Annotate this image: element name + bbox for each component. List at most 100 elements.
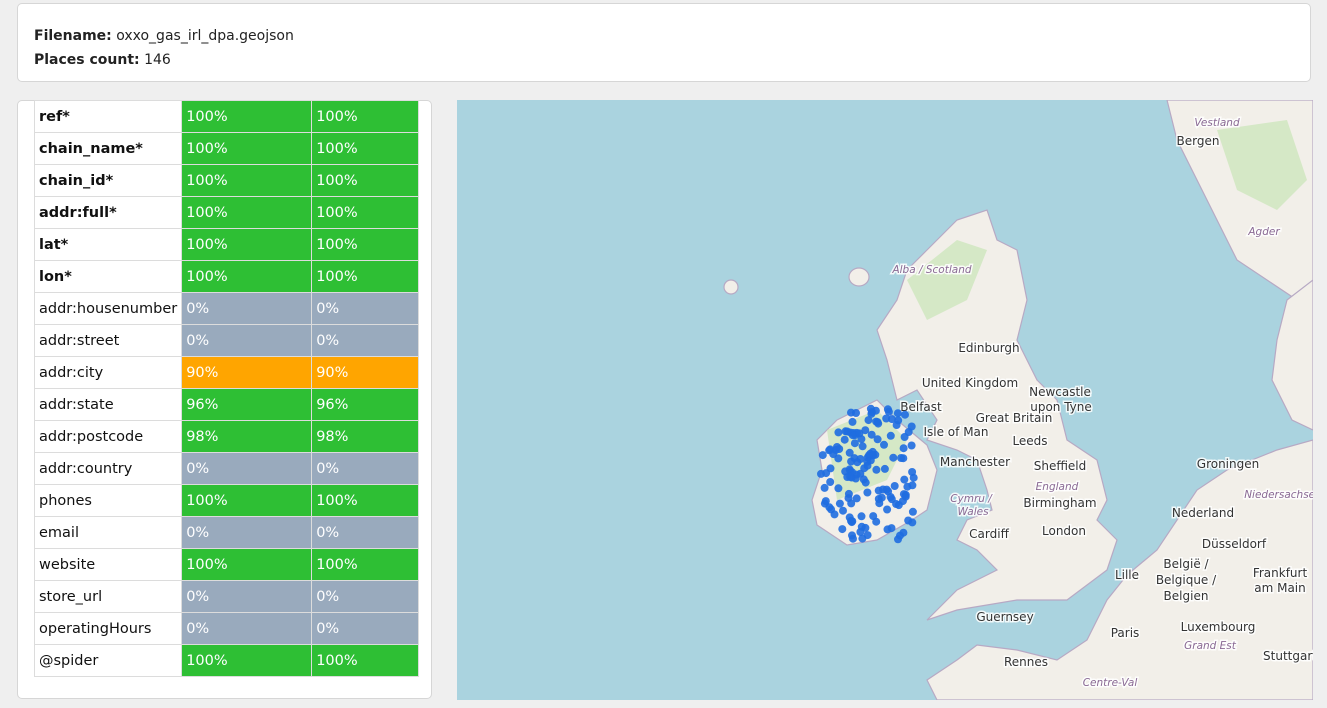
place-marker[interactable] bbox=[820, 483, 829, 492]
stats-row: ref* 100% 100% bbox=[33, 100, 420, 133]
coverage-cell: 0% bbox=[311, 452, 420, 485]
place-marker[interactable] bbox=[852, 409, 860, 417]
place-marker[interactable] bbox=[879, 485, 887, 494]
field-name: addr:housenumber bbox=[33, 292, 183, 325]
map[interactable]: Vestland Bergen Agder Alba / Scotland Edinbu… bbox=[457, 100, 1313, 700]
place-marker[interactable] bbox=[848, 417, 857, 426]
place-marker[interactable] bbox=[869, 512, 878, 521]
place-marker[interactable] bbox=[852, 494, 861, 503]
filename-line: Filename: oxxo_gas_irl_dpa.geojson bbox=[34, 24, 1294, 48]
place-marker[interactable] bbox=[884, 407, 893, 416]
field-name: lat* bbox=[33, 228, 183, 261]
map-label: Rennes bbox=[1004, 655, 1048, 669]
place-marker[interactable] bbox=[874, 419, 883, 428]
place-marker[interactable] bbox=[890, 482, 899, 490]
place-marker[interactable] bbox=[901, 492, 910, 501]
coverage-cell: 0% bbox=[311, 516, 420, 549]
field-name: lon* bbox=[33, 260, 183, 293]
map-label: Bergen bbox=[1177, 134, 1220, 148]
place-marker[interactable] bbox=[841, 467, 850, 476]
field-name: ref* bbox=[33, 100, 183, 133]
place-marker[interactable] bbox=[821, 497, 830, 506]
place-marker[interactable] bbox=[861, 478, 870, 487]
place-marker[interactable] bbox=[845, 448, 854, 457]
place-marker[interactable] bbox=[839, 506, 847, 515]
place-marker[interactable] bbox=[863, 488, 872, 497]
place-marker[interactable] bbox=[880, 440, 888, 449]
place-marker[interactable] bbox=[908, 481, 917, 490]
place-marker[interactable] bbox=[867, 430, 876, 439]
map-label: Isle of Man bbox=[923, 425, 988, 439]
place-marker[interactable] bbox=[872, 465, 881, 474]
field-name: addr:full* bbox=[33, 196, 183, 229]
place-marker[interactable] bbox=[858, 442, 867, 451]
place-marker[interactable] bbox=[826, 478, 835, 486]
place-marker[interactable] bbox=[843, 427, 852, 436]
place-marker[interactable] bbox=[899, 528, 908, 537]
place-marker[interactable] bbox=[818, 451, 827, 460]
place-marker[interactable] bbox=[901, 410, 909, 419]
place-marker[interactable] bbox=[834, 428, 843, 437]
place-marker[interactable] bbox=[838, 525, 847, 534]
place-marker[interactable] bbox=[830, 510, 839, 519]
place-marker[interactable] bbox=[863, 531, 872, 540]
field-name: addr:state bbox=[33, 388, 183, 421]
place-marker[interactable] bbox=[822, 469, 831, 478]
place-marker[interactable] bbox=[869, 451, 877, 460]
place-marker[interactable] bbox=[844, 494, 853, 503]
place-marker[interactable] bbox=[886, 493, 895, 501]
coverage-cell: 0% bbox=[181, 292, 313, 325]
place-marker[interactable] bbox=[883, 525, 892, 534]
place-marker[interactable] bbox=[883, 505, 892, 514]
place-marker[interactable] bbox=[834, 484, 843, 493]
place-marker[interactable] bbox=[894, 535, 902, 544]
place-marker[interactable] bbox=[908, 518, 917, 527]
place-marker[interactable] bbox=[908, 468, 917, 476]
stats-row: website 100% 100% bbox=[33, 548, 420, 581]
place-marker[interactable] bbox=[857, 512, 866, 521]
place-marker[interactable] bbox=[892, 421, 901, 429]
place-marker[interactable] bbox=[861, 426, 870, 435]
coverage-cell: 0% bbox=[181, 612, 313, 645]
place-marker[interactable] bbox=[855, 429, 864, 438]
coverage-cell: 100% bbox=[311, 164, 420, 197]
place-marker[interactable] bbox=[904, 428, 913, 436]
place-marker[interactable] bbox=[893, 409, 902, 418]
map-label: Lille bbox=[1115, 568, 1139, 582]
place-marker[interactable] bbox=[908, 507, 917, 516]
map-label: Leeds bbox=[1012, 434, 1047, 448]
place-marker[interactable] bbox=[889, 453, 898, 462]
place-marker[interactable] bbox=[866, 404, 875, 413]
place-marker[interactable] bbox=[897, 454, 906, 462]
place-marker[interactable] bbox=[846, 472, 855, 481]
place-marker[interactable] bbox=[907, 441, 916, 450]
place-marker[interactable] bbox=[835, 499, 844, 508]
place-marker[interactable] bbox=[849, 534, 857, 543]
place-marker[interactable] bbox=[848, 517, 857, 526]
place-marker[interactable] bbox=[853, 458, 862, 467]
place-marker[interactable] bbox=[873, 435, 882, 444]
map-label: Belfast bbox=[900, 400, 942, 414]
stats-row: addr:state 96% 96% bbox=[33, 388, 420, 421]
map-label: United Kingdom bbox=[922, 376, 1018, 390]
place-marker[interactable] bbox=[874, 495, 883, 503]
place-marker[interactable] bbox=[850, 439, 859, 448]
stats-row: addr:city 90% 90% bbox=[33, 356, 420, 389]
place-marker[interactable] bbox=[833, 443, 841, 451]
map-label: Groningen bbox=[1197, 457, 1259, 471]
place-marker[interactable] bbox=[886, 431, 895, 440]
place-marker[interactable] bbox=[829, 450, 838, 459]
place-marker[interactable] bbox=[856, 528, 865, 536]
field-name: addr:street bbox=[33, 324, 183, 357]
field-name: website bbox=[33, 548, 183, 581]
place-marker[interactable] bbox=[900, 475, 909, 484]
place-marker[interactable] bbox=[894, 501, 903, 510]
place-marker[interactable] bbox=[840, 435, 849, 444]
coverage-cell: 100% bbox=[311, 132, 420, 165]
stats-row: addr:street 0% 0% bbox=[33, 324, 420, 357]
map-label: Cardiff bbox=[969, 527, 1009, 541]
place-marker[interactable] bbox=[880, 464, 889, 473]
place-marker[interactable] bbox=[887, 415, 896, 424]
place-marker[interactable] bbox=[864, 416, 873, 425]
place-marker[interactable] bbox=[899, 444, 908, 453]
